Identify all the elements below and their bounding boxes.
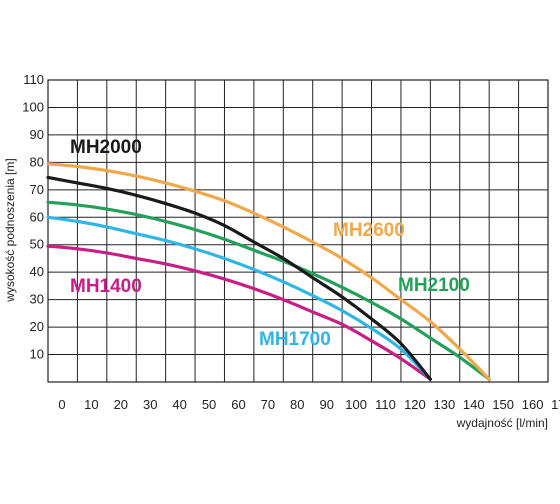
series-label-mh1400: MH1400 bbox=[70, 276, 142, 297]
series-label-mh2000: MH2000 bbox=[70, 137, 142, 158]
y-tick-label: 90 bbox=[30, 127, 44, 142]
x-tick-label: 30 bbox=[143, 397, 157, 412]
x-tick-label: 0 bbox=[58, 397, 65, 412]
x-tick-label: 20 bbox=[114, 397, 128, 412]
series-line-mh1700 bbox=[46, 215, 432, 381]
x-tick-label: 70 bbox=[261, 397, 275, 412]
y-tick-label: 60 bbox=[30, 209, 44, 224]
series-label-mh2600: MH2600 bbox=[333, 220, 405, 241]
y-tick-label: 10 bbox=[30, 347, 44, 362]
y-tick-label: 100 bbox=[22, 99, 44, 114]
y-tick-label: 20 bbox=[30, 319, 44, 334]
plot-area-border bbox=[47, 79, 549, 383]
y-tick-label: 30 bbox=[30, 292, 44, 307]
x-tick-label: 100 bbox=[345, 397, 367, 412]
x-tick-label: 90 bbox=[319, 397, 333, 412]
x-tick-label: 160 bbox=[522, 397, 544, 412]
series-line-mh2600 bbox=[46, 162, 491, 381]
series-label-mh1700: MH1700 bbox=[259, 329, 331, 350]
x-tick-label: 60 bbox=[231, 397, 245, 412]
series-line-mh1400 bbox=[46, 244, 432, 381]
series-curves bbox=[46, 162, 491, 381]
x-tick-label: 130 bbox=[434, 397, 456, 412]
y-axis-label: wysokość podnoszenia [m] bbox=[3, 158, 17, 302]
x-axis-label: wydajność [l/min] bbox=[456, 416, 548, 430]
x-tick-label: 140 bbox=[463, 397, 485, 412]
series-line-mh2100 bbox=[46, 200, 491, 381]
series-labels: MH2000 MH2600 MH2100 MH1700 MH1400 bbox=[70, 137, 470, 350]
x-tick-label: 50 bbox=[202, 397, 216, 412]
x-tick-label: 80 bbox=[290, 397, 304, 412]
x-tick-label: 170 bbox=[551, 397, 560, 412]
x-tick-label: 40 bbox=[172, 397, 186, 412]
x-tick-label: 120 bbox=[404, 397, 426, 412]
series-label-mh2100: MH2100 bbox=[398, 275, 470, 296]
plot-frame bbox=[47, 79, 549, 383]
y-tick-label: 110 bbox=[23, 72, 44, 87]
y-tick-label: 40 bbox=[30, 264, 44, 279]
y-tick-label: 50 bbox=[30, 237, 44, 252]
y-tick-label: 70 bbox=[30, 182, 44, 197]
y-tick-label: 80 bbox=[30, 154, 44, 169]
series-line-mh2000 bbox=[46, 175, 432, 381]
tick-labels: 0 10 20 30 40 50 60 70 80 90 100 110 120 130 140 150 160… bbox=[22, 72, 560, 412]
x-tick-label: 10 bbox=[84, 397, 98, 412]
x-tick-label: 150 bbox=[492, 397, 514, 412]
x-tick-label: 110 bbox=[375, 397, 396, 412]
